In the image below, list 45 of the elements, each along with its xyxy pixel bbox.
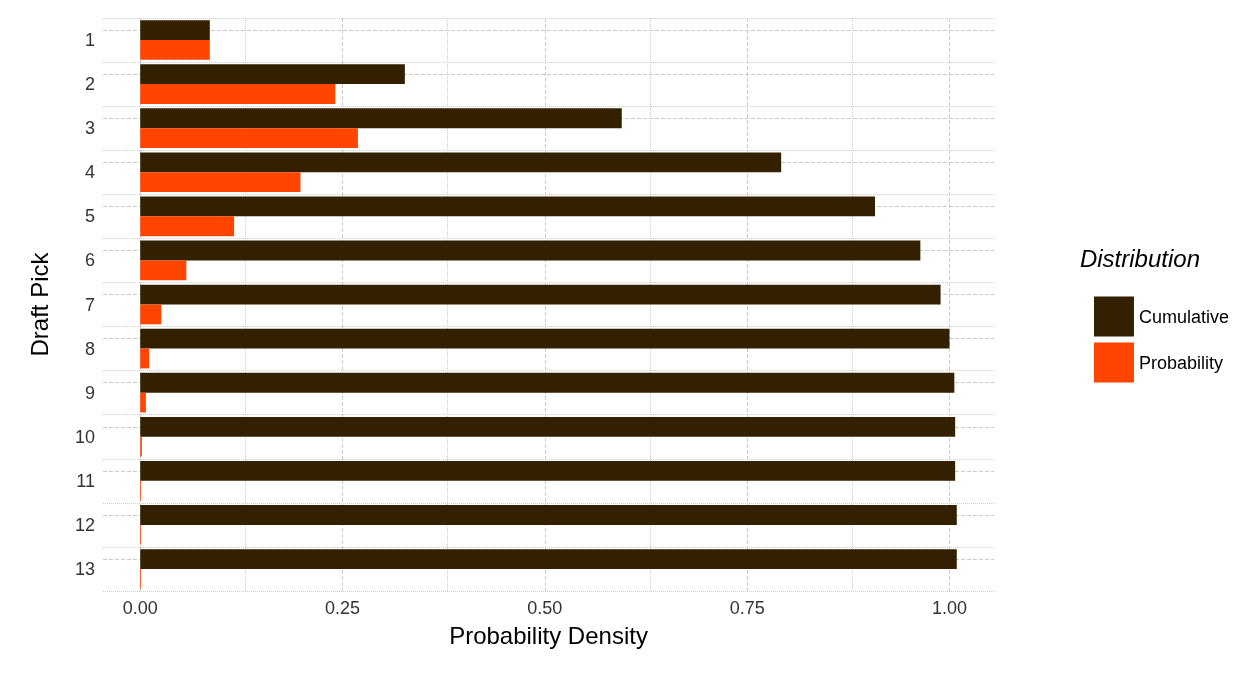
- bar: [140, 216, 235, 237]
- x-tick-label: 0.25: [325, 598, 361, 618]
- y-tick-label: 13: [74, 558, 95, 579]
- y-tick-label: 8: [84, 338, 95, 359]
- y-tick-label: 2: [84, 74, 95, 95]
- y-tick-label: 3: [84, 118, 95, 139]
- x-axis-title: Probability Density: [449, 621, 648, 649]
- x-tick-label: 1.00: [931, 598, 968, 618]
- bar: [140, 20, 210, 41]
- y-tick-label: 12: [74, 514, 95, 535]
- legend-label: Cumulative: [1138, 306, 1230, 327]
- bar: [140, 152, 782, 173]
- bar: [140, 328, 950, 349]
- legend-title: Distribution: [1079, 244, 1200, 272]
- bar: [140, 172, 301, 193]
- y-tick-label: 4: [84, 162, 95, 183]
- y-tick-label: 11: [76, 470, 95, 491]
- bar: [140, 284, 941, 305]
- bar: [140, 372, 955, 393]
- bar: [140, 40, 210, 60]
- bar: [140, 84, 336, 104]
- x-tick-label: 0.75: [729, 598, 765, 618]
- y-axis-title: Draft Pick: [25, 251, 53, 357]
- bar: [140, 549, 957, 569]
- y-tick-label: 7: [84, 294, 95, 315]
- bar: [140, 505, 957, 525]
- bar: [140, 260, 187, 281]
- x-tick-label: 0.00: [122, 598, 158, 618]
- bar: [140, 196, 876, 217]
- y-tick-label: 1: [84, 30, 95, 51]
- bar: [140, 128, 358, 149]
- bar: [140, 108, 622, 129]
- y-tick-label: 10: [74, 426, 95, 447]
- bar: [140, 392, 146, 413]
- y-tick-label: 6: [84, 250, 95, 271]
- y-tick-label: 5: [84, 206, 95, 227]
- bar: [140, 460, 956, 481]
- bar: [140, 348, 150, 369]
- bar: [140, 416, 956, 437]
- legend-label: Probability: [1138, 352, 1224, 373]
- bar: [140, 64, 405, 85]
- x-tick-label: 0.50: [527, 598, 563, 618]
- y-tick-label: 9: [84, 382, 95, 403]
- bar: [140, 304, 162, 325]
- bar: [140, 240, 921, 261]
